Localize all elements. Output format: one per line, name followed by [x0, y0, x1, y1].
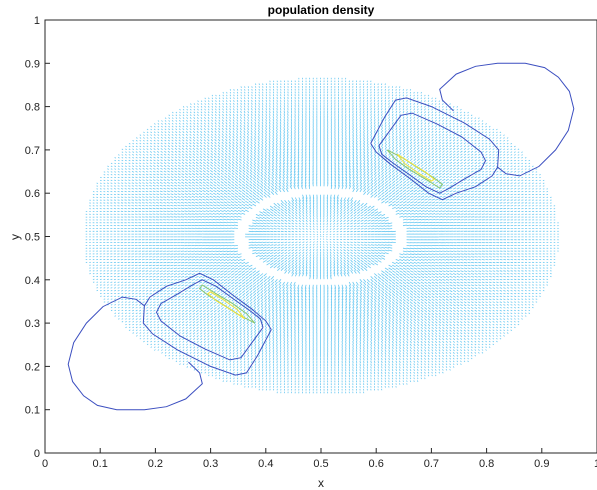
- y-tick-label: 0.9: [25, 58, 40, 70]
- x-tick-label: 0: [42, 458, 48, 470]
- y-tick-label: 0.1: [25, 405, 40, 417]
- y-tick-label: 0.2: [25, 361, 40, 373]
- x-tick-label: 0.9: [534, 458, 549, 470]
- y-tick-label: 0.6: [25, 188, 40, 200]
- y-tick-label: 0.5: [25, 232, 40, 244]
- x-tick-label: 1: [594, 458, 597, 470]
- contour-line: [396, 153, 436, 182]
- x-tick-label: 0.8: [479, 458, 494, 470]
- y-tick-label: 0.3: [25, 318, 40, 330]
- x-tick-label: 0.1: [93, 458, 108, 470]
- y-axis-label: y: [8, 234, 22, 240]
- contour-line: [378, 112, 487, 194]
- x-tick-label: 0.5: [313, 458, 328, 470]
- contour-lines: [67, 62, 575, 411]
- x-tick-label: 0.2: [148, 458, 163, 470]
- y-tick-label: 1: [34, 15, 40, 27]
- contour-line: [206, 291, 246, 320]
- chart-title: population density: [268, 3, 375, 17]
- contour-line: [370, 97, 500, 201]
- x-tick-label: 0.7: [424, 458, 439, 470]
- x-tick-label: 0.3: [203, 458, 218, 470]
- x-axis-label: x: [318, 476, 324, 490]
- y-axis: 0 0.1 0.2 0.3 0.4 0.5 0.6 0.7 0.8 0.9 1: [25, 15, 50, 460]
- contour-line: [439, 62, 575, 177]
- y-tick-label: 0.4: [25, 275, 40, 287]
- contour-line: [67, 296, 203, 411]
- y-tick-label: 0.7: [25, 145, 40, 157]
- x-tick-label: 0.6: [369, 458, 384, 470]
- y-tick-label: 0.8: [25, 102, 40, 114]
- y-tick-label: 0: [34, 448, 40, 460]
- x-axis: 0 0.1 0.2 0.3 0.4 0.5 0.6 0.7 0.8 0.9 1: [42, 448, 597, 470]
- contour-line: [142, 272, 272, 376]
- x-tick-label: 0.4: [258, 458, 273, 470]
- contour-line: [155, 279, 264, 361]
